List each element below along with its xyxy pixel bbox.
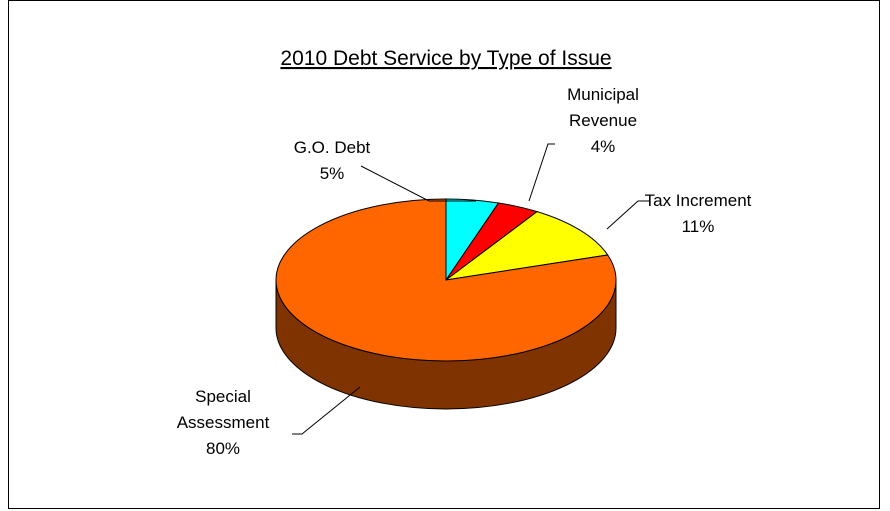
slice-name-label: Special bbox=[195, 387, 251, 406]
chart-frame: 2010 Debt Service by Type of Issue G.O. … bbox=[8, 0, 880, 509]
leader-line bbox=[606, 200, 649, 230]
slice-pct-label: 80% bbox=[206, 439, 240, 458]
slice-name-label: Revenue bbox=[569, 111, 637, 130]
chart-title: 2010 Debt Service by Type of Issue bbox=[280, 47, 611, 70]
slice-name-label: Tax Increment bbox=[645, 191, 752, 210]
slice-pct-label: 4% bbox=[591, 137, 616, 156]
pie-slice-3 bbox=[275, 198, 617, 362]
leader-line bbox=[528, 143, 555, 202]
slice-pct-label: 11% bbox=[682, 217, 715, 236]
pie-slice-2 bbox=[445, 211, 609, 281]
leader-line bbox=[360, 165, 476, 202]
slice-pct-label: 5% bbox=[320, 164, 345, 183]
slice-name-label: G.O. Debt bbox=[294, 138, 371, 157]
leader-line bbox=[292, 386, 361, 435]
slice-name-label: Municipal bbox=[567, 85, 639, 104]
pie-chart: 2010 Debt Service by Type of Issue G.O. … bbox=[177, 47, 752, 458]
slice-name-label: Assessment bbox=[177, 413, 270, 432]
